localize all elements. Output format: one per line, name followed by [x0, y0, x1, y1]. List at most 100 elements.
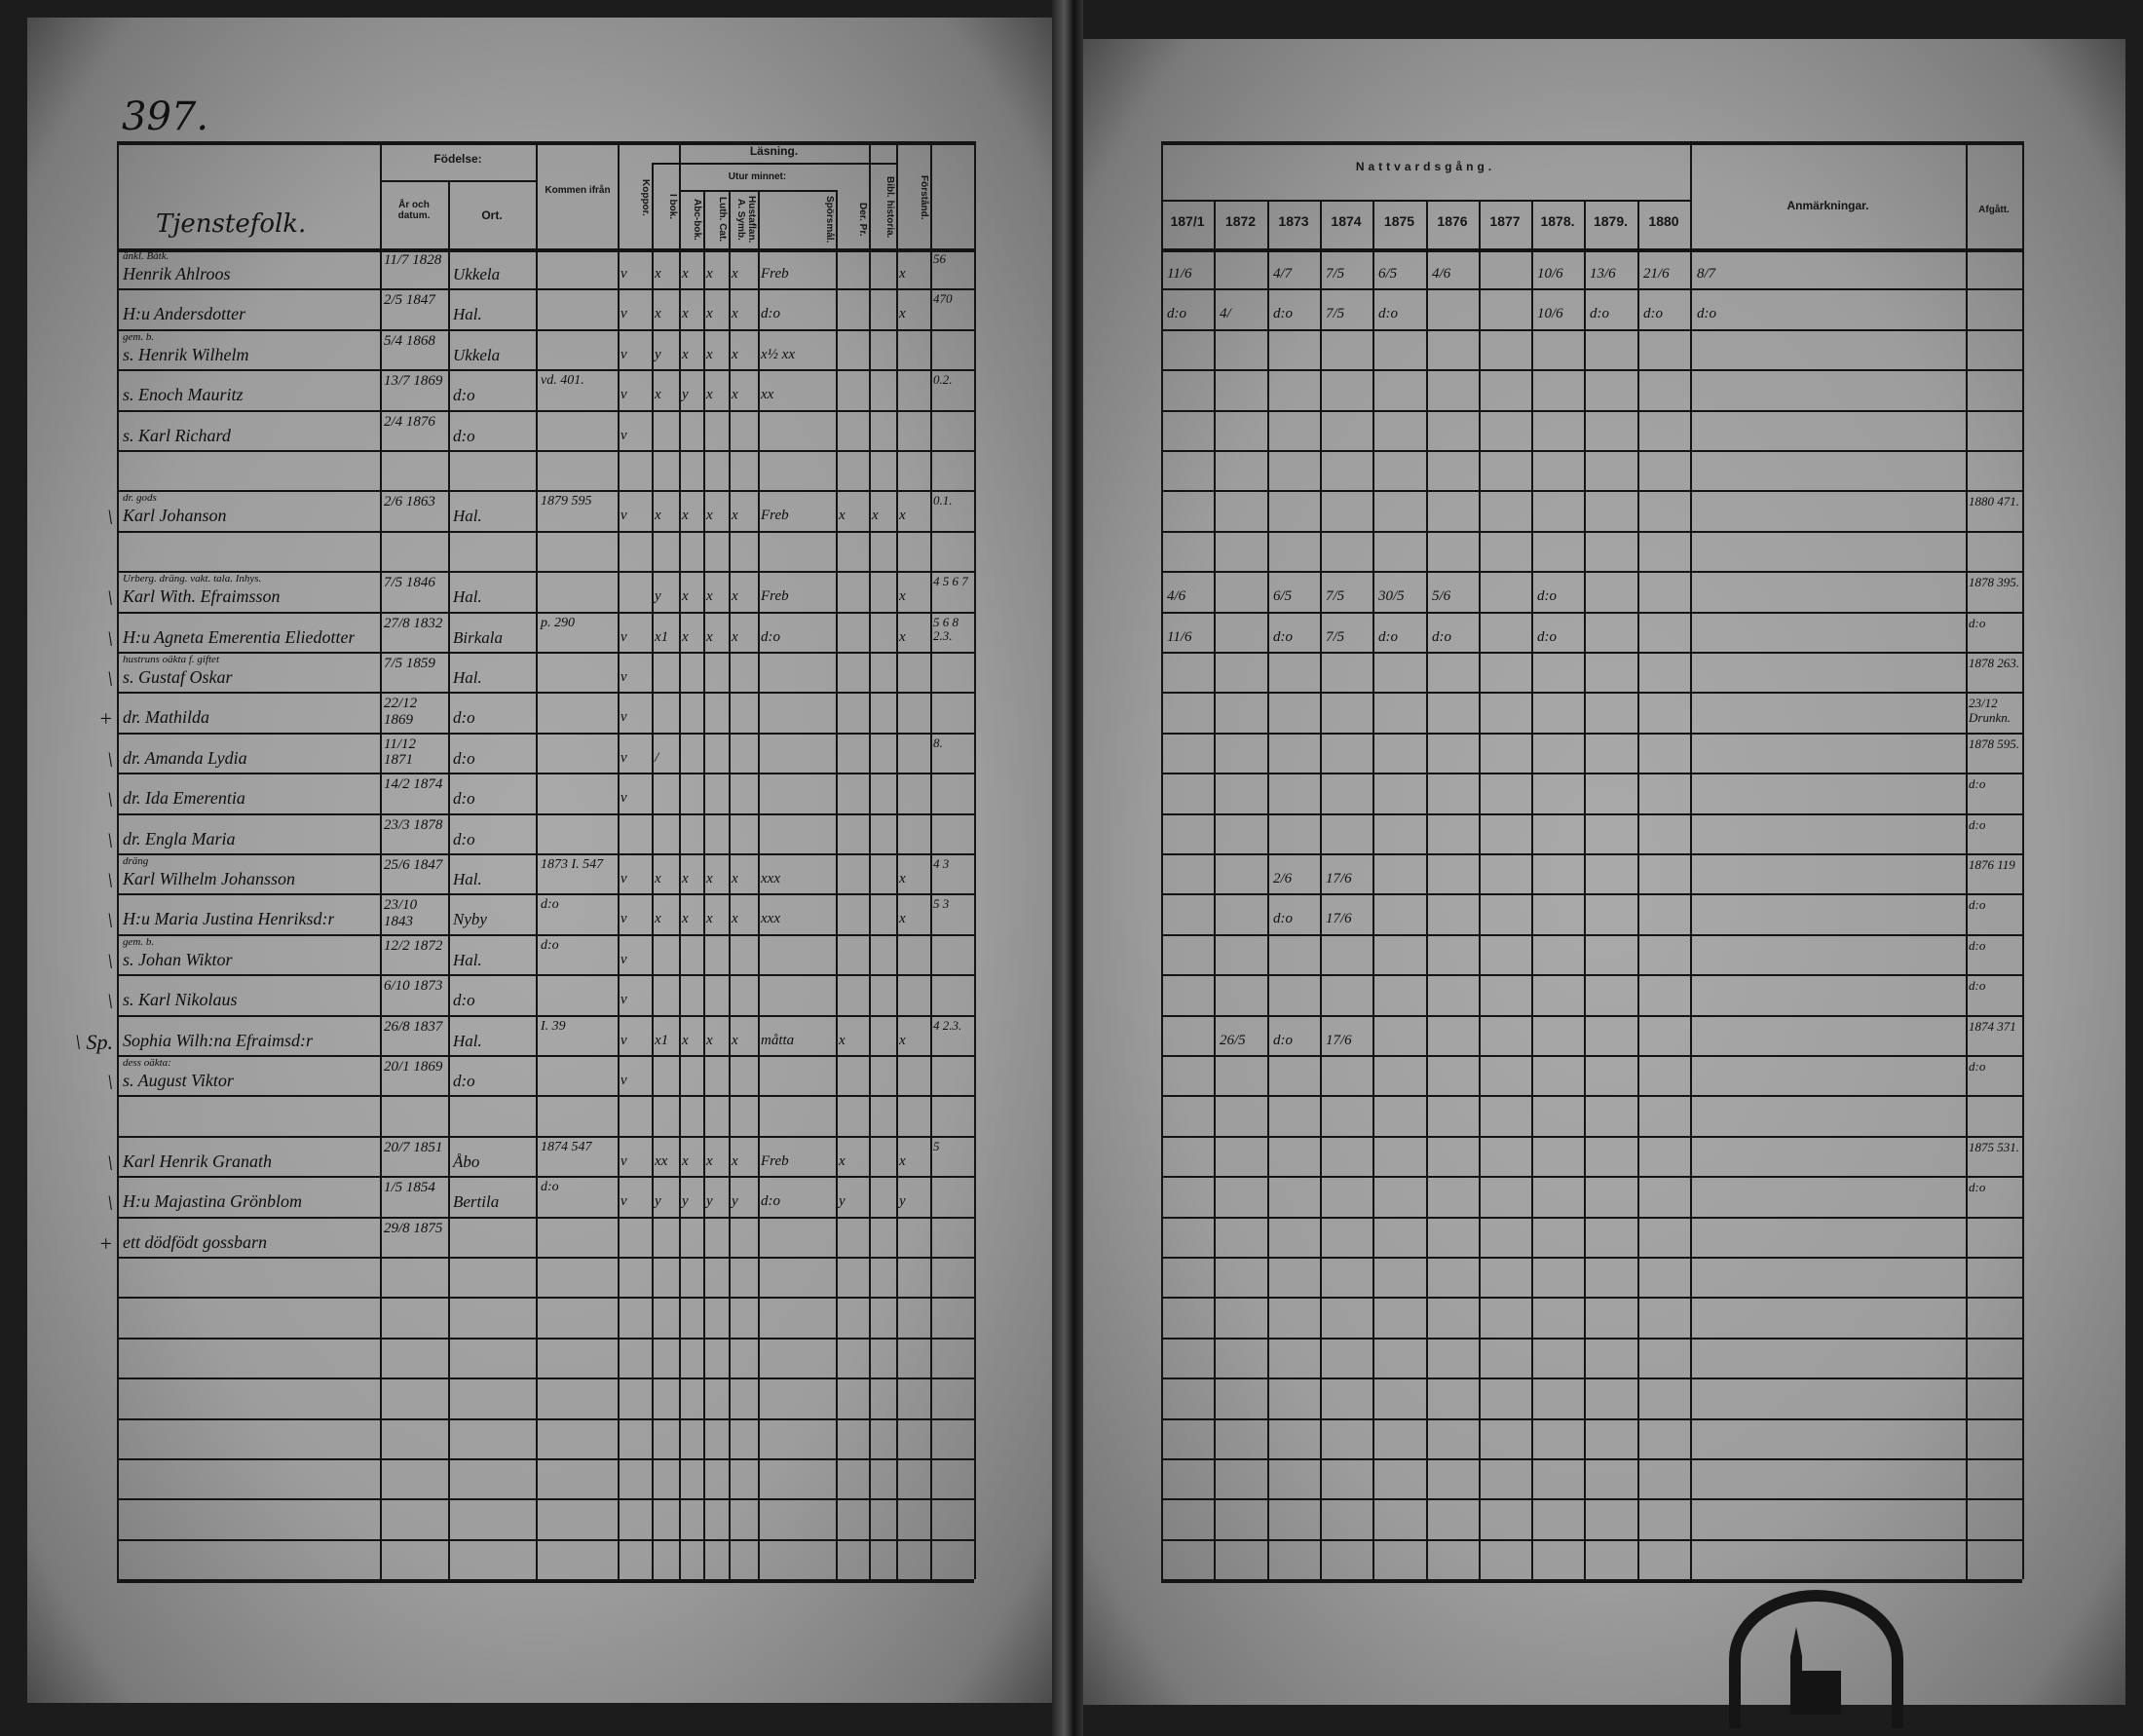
communion-date: 17/6 — [1326, 1032, 1352, 1048]
row-rule — [117, 611, 974, 614]
margin-mark: \ Sp. — [74, 1029, 113, 1054]
communion-date: 10/6 — [1537, 266, 1563, 282]
row-rule — [1161, 652, 2022, 654]
margin-mark: \ — [106, 908, 113, 933]
reading-mark: v — [620, 387, 627, 403]
reading-mark: x — [682, 1152, 689, 1169]
row-rule — [117, 328, 974, 331]
communion-date: d:o — [1590, 306, 1609, 322]
person-name: dr. Engla Maria — [123, 829, 236, 849]
person-name: Karl With. Efraimsson — [123, 587, 281, 607]
reading-mark: x — [682, 871, 689, 887]
row-rule — [1161, 893, 2022, 896]
column-rule — [618, 141, 620, 1580]
birth-place: d:o — [453, 829, 475, 849]
header-luth: Luth. Cat. — [717, 197, 728, 243]
row-rule — [1161, 328, 2022, 331]
row-rule — [117, 1498, 974, 1501]
birth-place: Birkala — [453, 627, 503, 647]
person-name: H:u Agneta Emerentia Eliedotter — [123, 627, 356, 647]
row-rule — [117, 1135, 974, 1138]
reading-mark: v — [620, 306, 627, 322]
column-rule — [2022, 141, 2024, 1580]
birth-place: d:o — [453, 708, 475, 728]
communion-date: 30/5 — [1378, 588, 1405, 605]
column-rule — [1372, 200, 1374, 1580]
column-rule — [1584, 200, 1586, 1580]
column-rule — [758, 190, 760, 1580]
birth-place: Hal. — [453, 305, 482, 324]
reading-mark: x — [706, 266, 713, 282]
row-rule — [1161, 1498, 2022, 1501]
table-bottom-rule — [117, 1579, 974, 1584]
departed: 1880 471. — [1969, 494, 2019, 509]
margin-mark: + — [98, 706, 113, 732]
row-rule — [1161, 1257, 2022, 1259]
header-year-3: 1874 — [1331, 213, 1362, 229]
reading-mark: x — [732, 306, 738, 322]
table-top-rule — [1161, 141, 2022, 145]
row-rule — [117, 812, 974, 815]
communion-date: d:o — [1432, 628, 1451, 645]
reading-mark: d:o — [761, 306, 780, 322]
header-year-2: 1873 — [1278, 213, 1309, 229]
page-number: 397. — [122, 94, 209, 139]
reading-mark: xx — [761, 387, 774, 403]
communion-date: 4/ — [1220, 306, 1231, 322]
birth-date: 2/4 1876 — [384, 413, 435, 430]
person-name: H:u Maria Justina Henriksd:r — [123, 910, 335, 929]
birth-place: Ukkela — [453, 345, 501, 364]
reading-mark: v — [620, 427, 627, 443]
header-sporsmal: Spörsmål. — [824, 196, 835, 244]
column-rule — [869, 141, 871, 1580]
reading-mark: Freb — [761, 508, 789, 524]
reading-mark: d:o — [761, 628, 780, 645]
communion-date: 11/6 — [1167, 266, 1192, 282]
header-bottom-rule — [117, 248, 974, 252]
row-rule — [1161, 1337, 2022, 1340]
row-rule — [1161, 1458, 2022, 1460]
person-name: s. August Viktor — [123, 1072, 234, 1090]
margin-mark: + — [98, 1230, 113, 1256]
remark: d:o — [1697, 306, 1716, 322]
birth-date: 27/8 1832 — [384, 615, 443, 631]
reading-mark: x — [706, 508, 713, 524]
margin-mark: \ — [106, 989, 113, 1014]
communion-date: 5/6 — [1432, 588, 1451, 605]
communion-date: 2/6 — [1273, 871, 1293, 887]
birth-date: 23/10 1843 — [384, 897, 418, 929]
row-rule — [1161, 933, 2022, 936]
reading-mark: x1 — [655, 628, 669, 645]
header-year-5: 1876 — [1437, 213, 1468, 229]
entry-note: dräng — [123, 855, 149, 867]
departed: 1874 371 — [1969, 1018, 2016, 1034]
reading-mark: x — [655, 306, 661, 322]
reading-mark: v — [620, 749, 627, 766]
person-name: Karl Wilhelm Johansson — [123, 870, 296, 888]
reading-mark: v — [620, 790, 627, 807]
reading-mark: x — [706, 387, 713, 403]
communion-date: d:o — [1537, 588, 1557, 605]
birth-place: Åbo — [453, 1151, 480, 1171]
reading-mark: v — [620, 508, 627, 524]
margin-mark: \ — [106, 1150, 113, 1175]
reading-mark: måtta — [761, 1032, 795, 1048]
header-year-0: 187/1 — [1170, 213, 1205, 229]
communion-date: d:o — [1273, 628, 1293, 645]
reading-mark: x — [682, 266, 689, 282]
reading-mark: x — [732, 628, 738, 645]
person-name: Karl Henrik Granath — [123, 1151, 272, 1171]
reading-mark: y — [732, 1193, 738, 1210]
departed: d:o — [1969, 978, 1986, 994]
row-rule — [117, 409, 974, 412]
remark: 8/7 — [1697, 266, 1716, 282]
communion-date: 17/6 — [1326, 871, 1352, 887]
reading-mark: / — [655, 749, 659, 766]
birth-date: 1/5 1854 — [384, 1180, 435, 1196]
reading-mark: x — [655, 911, 661, 927]
reading-mark: y — [655, 588, 661, 605]
departed: d:o — [1969, 776, 1986, 792]
came-from: p. 290 — [541, 615, 575, 630]
row-rule — [117, 1216, 974, 1219]
birth-place: Hal. — [453, 870, 482, 888]
